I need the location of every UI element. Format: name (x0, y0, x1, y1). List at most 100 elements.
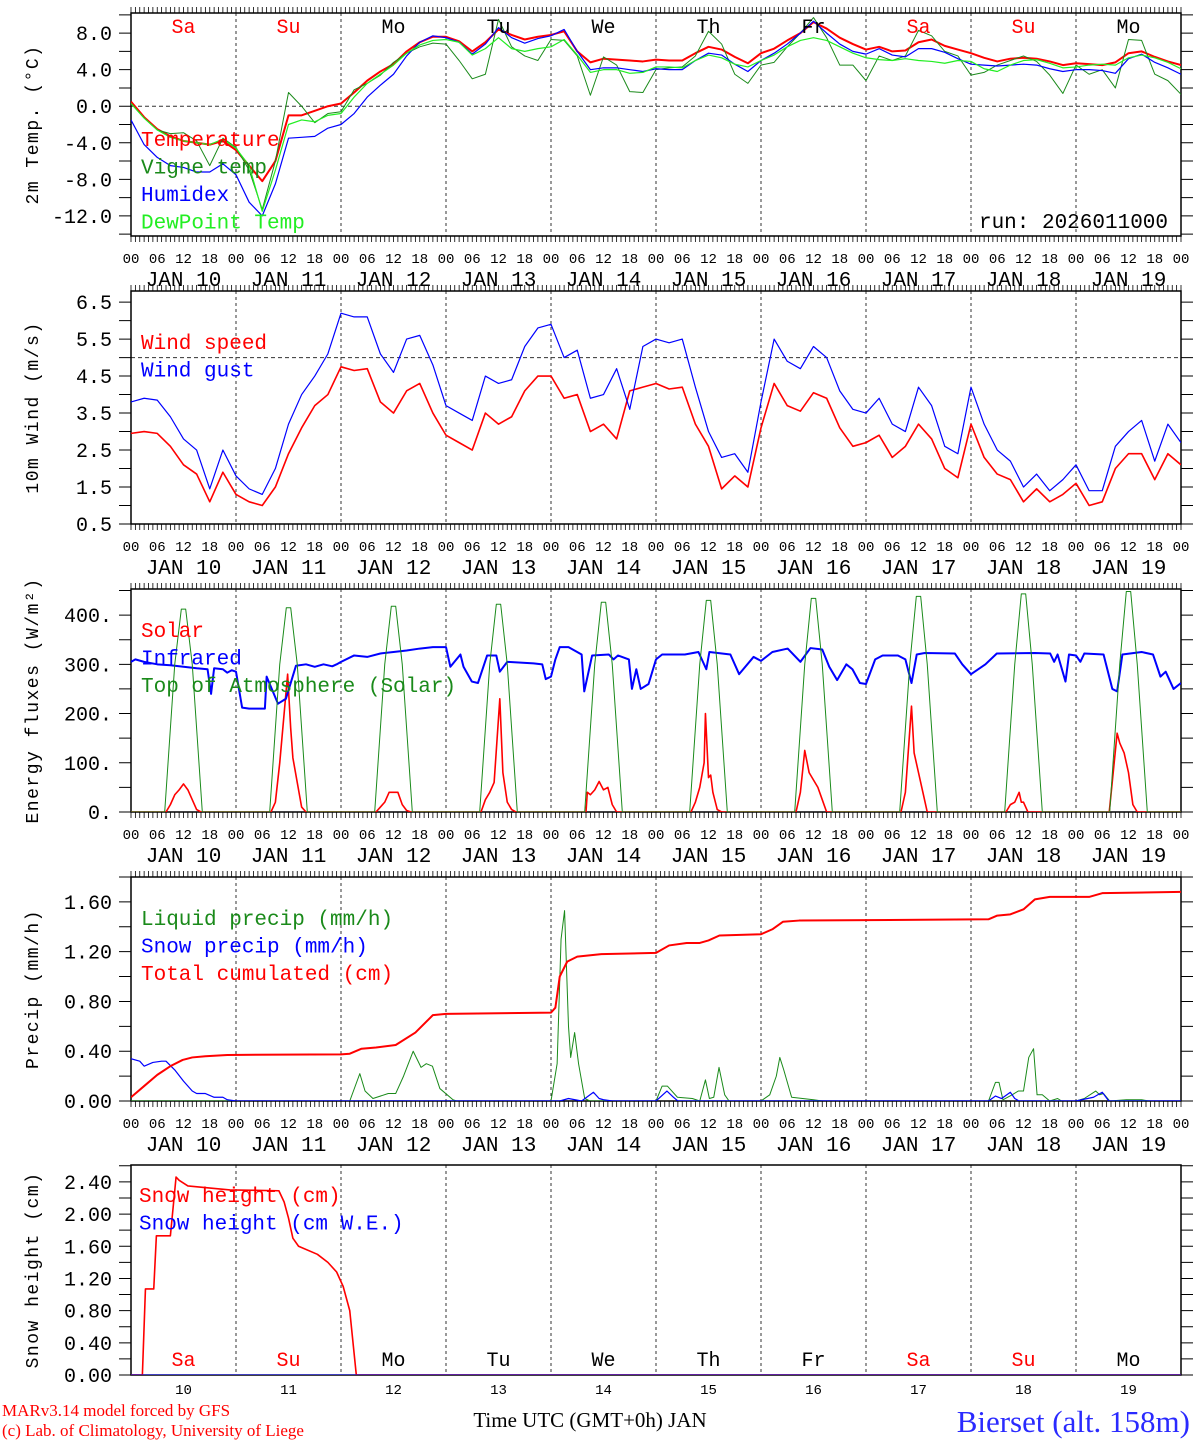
panel-wind: 6.5 5.5 4.5 3.5 2.5 1.5 0.5 10m Wind (m/s) Wind … (24, 285, 1193, 581)
series-line-top-of-atmosphere-solar (131, 590, 1181, 812)
x-tick-label: 12 (805, 252, 822, 268)
x-tick-label: 06 (674, 1117, 691, 1133)
x-tick-label: 06 (149, 540, 166, 556)
x-tick-label: 00 (438, 540, 455, 556)
x-tick-label: 12 (805, 540, 822, 556)
x-tick-label: 12 (700, 828, 717, 844)
x-tick-label: 06 (254, 252, 271, 268)
legend-entry: Liquid precip (mm/h) (141, 909, 393, 932)
x-tick-label: 00 (123, 1117, 140, 1133)
x-tick-label: 06 (989, 828, 1006, 844)
y-tick-label: 0. (88, 803, 112, 826)
x-tick-label: 00 (438, 1117, 455, 1133)
x-tick-label: 06 (359, 252, 376, 268)
x-tick-label: 18 (1041, 1117, 1058, 1133)
x-tick-label: 00 (858, 1117, 875, 1133)
x-tick-label: 00 (648, 540, 665, 556)
y-tick-label: 4.5 (76, 367, 112, 390)
x-tick-label: 18 (1146, 1117, 1163, 1133)
x-tick-label: 18 (936, 828, 953, 844)
x-tick-label: 06 (149, 1117, 166, 1133)
x-tick-label: 18 (1146, 252, 1163, 268)
x-tick-label: 06 (254, 540, 271, 556)
x-tick-label: 18 (831, 540, 848, 556)
series-line-wind-speed (131, 366, 1181, 507)
x-tick-label: 12 (595, 828, 612, 844)
x-tick-label: 06 (989, 540, 1006, 556)
x-tick-label: 12 (1120, 1117, 1137, 1133)
date-label: JAN 10 (146, 1135, 222, 1158)
x-tick-label: 12 (1015, 828, 1032, 844)
date-label: JAN 14 (566, 846, 642, 869)
legend-entry: Vigne temp (141, 158, 267, 181)
y-tick-label: 0.00 (64, 1366, 112, 1389)
date-label: JAN 16 (776, 558, 852, 581)
panel-energy: 400. 300. 200. 100. 0. Energy fluxes (W/m²) So… (24, 577, 1193, 869)
x-tick-label: 06 (569, 252, 586, 268)
x-tick-label: 18 (621, 828, 638, 844)
day-name-bottom: Sa (906, 1350, 930, 1373)
date-label: JAN 12 (356, 558, 432, 581)
y-tick-label: 5.5 (76, 330, 112, 353)
x-tick-label: 00 (1068, 1117, 1085, 1133)
x-tick-label: 12 (1015, 1117, 1032, 1133)
x-tick-label: 12 (490, 252, 507, 268)
x-tick-label: 12 (175, 540, 192, 556)
x-tick-label: 00 (648, 1117, 665, 1133)
date-label: JAN 14 (566, 270, 642, 293)
date-label: JAN 10 (146, 846, 222, 869)
x-tick-label: 06 (674, 828, 691, 844)
date-label: JAN 19 (1091, 558, 1167, 581)
plot-frame (130, 290, 1182, 525)
day-number-label: 10 (175, 1383, 192, 1399)
x-tick-label: 06 (674, 540, 691, 556)
x-tick-label: 12 (385, 828, 402, 844)
x-tick-label: 18 (306, 828, 323, 844)
x-tick-label: 18 (516, 828, 533, 844)
x-tick-label: 12 (595, 252, 612, 268)
day-name-top: Mo (381, 17, 405, 40)
y-ticks (119, 14, 1193, 235)
x-tick-label: 06 (359, 1117, 376, 1133)
x-tick-label: 06 (569, 1117, 586, 1133)
legend-entry: Snow height (cm W.E.) (139, 1214, 404, 1237)
x-tick-label: 06 (569, 828, 586, 844)
date-label: JAN 18 (986, 270, 1062, 293)
day-name-bottom: Mo (1116, 1350, 1140, 1373)
x-tick-label: 00 (753, 540, 770, 556)
x-tick-label: 00 (1173, 252, 1190, 268)
x-tick-label: 12 (910, 828, 927, 844)
x-tick-label: 00 (753, 828, 770, 844)
x-tick-label: 00 (228, 1117, 245, 1133)
x-tick-label: 18 (726, 828, 743, 844)
date-label: JAN 12 (356, 270, 432, 293)
y-tick-label: 0.5 (76, 515, 112, 538)
y-axis-title: 2m Temp. (°C) (24, 45, 44, 205)
x-tick-label: 12 (280, 828, 297, 844)
y-tick-label: 6.5 (76, 293, 112, 316)
x-tick-label: 00 (1173, 1117, 1190, 1133)
x-tick-label: 00 (228, 828, 245, 844)
x-tick-label: 18 (1041, 828, 1058, 844)
station-name: Bierset (alt. 158m) (957, 1404, 1190, 1439)
x-tick-label: 18 (306, 540, 323, 556)
day-number-label: 14 (595, 1383, 612, 1399)
day-name-top: Su (276, 17, 300, 40)
x-tick-label: 12 (1015, 540, 1032, 556)
plot-frame (130, 12, 1182, 237)
x-tick-label: 18 (411, 1117, 428, 1133)
x-tick-label: 12 (1120, 252, 1137, 268)
x-tick-label: 00 (648, 252, 665, 268)
y-tick-label: 1.20 (64, 1269, 112, 1292)
x-tick-label: 12 (1015, 252, 1032, 268)
y-tick-label: -8.0 (64, 170, 112, 193)
date-label: JAN 14 (566, 1135, 642, 1158)
date-label: JAN 16 (776, 846, 852, 869)
x-tick-label: 12 (805, 1117, 822, 1133)
hour-ticks (130, 583, 1182, 818)
model-credit: MARv3.14 model forced by GFS (2, 1401, 230, 1420)
x-tick-label: 12 (490, 828, 507, 844)
date-label: JAN 13 (461, 558, 537, 581)
x-tick-label: 18 (411, 828, 428, 844)
x-tick-label: 12 (700, 540, 717, 556)
